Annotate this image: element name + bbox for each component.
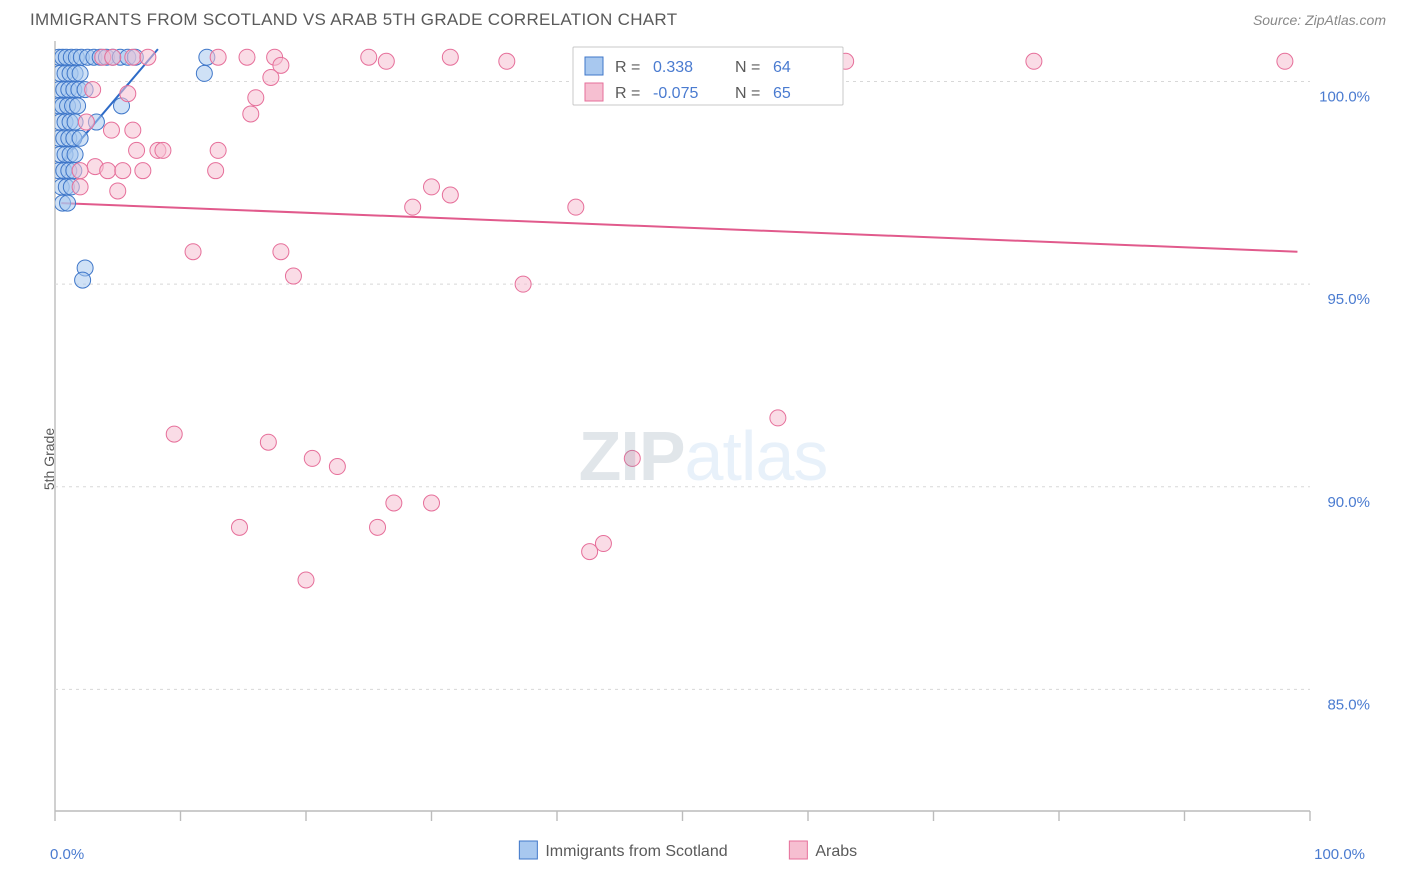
data-point bbox=[1026, 53, 1042, 69]
data-point bbox=[67, 146, 83, 162]
data-point bbox=[239, 49, 255, 65]
data-point bbox=[231, 519, 247, 535]
data-point bbox=[140, 49, 156, 65]
data-point bbox=[72, 65, 88, 81]
data-point bbox=[110, 183, 126, 199]
data-point bbox=[208, 163, 224, 179]
data-point bbox=[185, 244, 201, 260]
trend-line bbox=[61, 203, 1297, 252]
data-point bbox=[361, 49, 377, 65]
data-point bbox=[125, 49, 141, 65]
svg-text:N =: N = bbox=[735, 59, 760, 76]
data-point bbox=[72, 163, 88, 179]
data-point bbox=[378, 53, 394, 69]
data-point bbox=[75, 272, 91, 288]
data-point bbox=[129, 142, 145, 158]
x-tick-label: 100.0% bbox=[1314, 846, 1365, 863]
data-point bbox=[568, 199, 584, 215]
data-point bbox=[125, 122, 141, 138]
data-point bbox=[370, 519, 386, 535]
svg-text:0.338: 0.338 bbox=[653, 59, 693, 76]
data-point bbox=[135, 163, 151, 179]
data-point bbox=[72, 179, 88, 195]
chart-title: IMMIGRANTS FROM SCOTLAND VS ARAB 5TH GRA… bbox=[30, 10, 677, 30]
data-point bbox=[582, 544, 598, 560]
legend-label: Arabs bbox=[815, 843, 857, 860]
data-point bbox=[155, 142, 171, 158]
data-point bbox=[424, 179, 440, 195]
data-point bbox=[100, 163, 116, 179]
scatter-chart: 85.0% 90.0% 95.0% 100.0% 0.0% 100.0% R = 0.338 N… bbox=[0, 36, 1406, 881]
data-point bbox=[405, 199, 421, 215]
data-point bbox=[1277, 53, 1293, 69]
data-point bbox=[85, 82, 101, 98]
data-point bbox=[304, 450, 320, 466]
svg-text:R =: R = bbox=[615, 85, 640, 102]
legend-swatch bbox=[789, 841, 807, 859]
svg-text:64: 64 bbox=[773, 59, 791, 76]
stats-legend: R = 0.338 N = 64 R = -0.075 N = 65 bbox=[573, 47, 843, 105]
data-point bbox=[273, 244, 289, 260]
svg-text:R =: R = bbox=[615, 59, 640, 76]
y-tick-label: 85.0% bbox=[1327, 696, 1370, 713]
data-point bbox=[120, 86, 136, 102]
data-point bbox=[770, 410, 786, 426]
data-point bbox=[103, 122, 119, 138]
data-point bbox=[78, 114, 94, 130]
data-point bbox=[624, 450, 640, 466]
data-point bbox=[210, 142, 226, 158]
chart-area: 5th Grade ZIPatlas 85.0%90.0%95.0%100.0%… bbox=[0, 36, 1406, 881]
data-point bbox=[166, 426, 182, 442]
data-point bbox=[260, 434, 276, 450]
legend-swatch bbox=[519, 841, 537, 859]
data-point bbox=[70, 98, 86, 114]
data-point bbox=[243, 106, 259, 122]
data-point bbox=[442, 49, 458, 65]
svg-text:-0.075: -0.075 bbox=[653, 85, 698, 102]
x-tick-label: 0.0% bbox=[50, 846, 84, 863]
data-point bbox=[595, 536, 611, 552]
data-point bbox=[210, 49, 226, 65]
data-point bbox=[424, 495, 440, 511]
svg-text:N =: N = bbox=[735, 85, 760, 102]
chart-header: IMMIGRANTS FROM SCOTLAND VS ARAB 5TH GRA… bbox=[0, 0, 1406, 36]
data-point bbox=[115, 163, 131, 179]
data-point bbox=[72, 130, 88, 146]
data-point bbox=[515, 276, 531, 292]
data-point bbox=[263, 69, 279, 85]
data-point bbox=[442, 187, 458, 203]
legend-label: Immigrants from Scotland bbox=[545, 843, 727, 860]
data-point bbox=[386, 495, 402, 511]
y-tick-label: 95.0% bbox=[1327, 291, 1370, 308]
y-tick-label: 100.0% bbox=[1319, 89, 1370, 106]
data-point bbox=[329, 459, 345, 475]
data-point bbox=[196, 65, 212, 81]
data-point bbox=[248, 90, 264, 106]
data-point bbox=[105, 49, 121, 65]
chart-source: Source: ZipAtlas.com bbox=[1253, 12, 1386, 28]
data-point bbox=[499, 53, 515, 69]
y-axis-label: 5th Grade bbox=[41, 427, 57, 489]
data-point bbox=[285, 268, 301, 284]
y-tick-label: 90.0% bbox=[1327, 494, 1370, 511]
svg-text:65: 65 bbox=[773, 85, 791, 102]
data-point bbox=[298, 572, 314, 588]
data-point bbox=[60, 195, 76, 211]
